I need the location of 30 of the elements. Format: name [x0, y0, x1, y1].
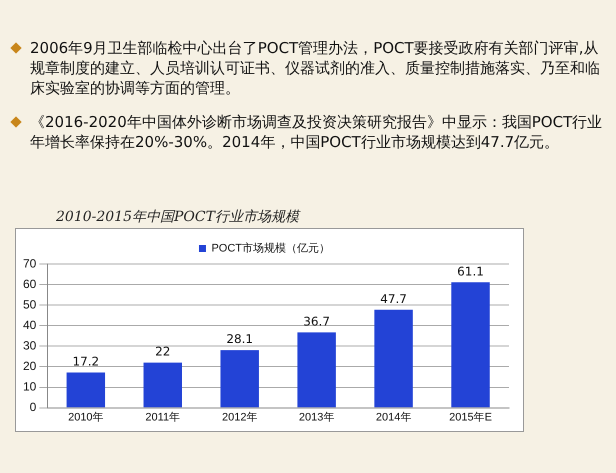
chart-title: 2010-2015年中国POCT行业市场规模 [56, 208, 299, 226]
data-label: 28.1 [226, 332, 254, 346]
legend-label: POCT市场规模（亿元） [211, 242, 330, 255]
y-tick-label: 0 [30, 400, 37, 414]
x-tick-label: 2015年E [449, 411, 492, 424]
data-label: 36.7 [303, 314, 330, 329]
y-tick-label: 20 [22, 359, 37, 374]
bar [451, 282, 490, 408]
bar [220, 350, 259, 408]
data-label: 47.7 [380, 292, 407, 306]
y-tick-label: 70 [22, 256, 37, 270]
bar [66, 372, 106, 408]
data-label: 61.1 [457, 264, 484, 278]
text: 2006年9月卫生部临检中心出台了POCT管理办法，POCT要接受政府有关部门评审,从规章制度的建立、人员培训认可证书、仪器试剂的准入、质量控制措施落实、乃至和临床实验室的协调等方面的管理。 [29, 38, 601, 98]
x-tick-label: 2013年 [298, 411, 334, 424]
bar [297, 332, 336, 408]
y-tick-label: 60 [22, 276, 37, 291]
text: 《2016-2020年中国体外诊断市场调查及投资决策研究报告》中显示：我国POCT行业年增长率保持在20%-30%。2014年，中国POCT行业市场规模达到47.7亿元。 [29, 112, 604, 152]
x-tick-label: 2010年 [68, 411, 104, 424]
y-tick-label: 10 [22, 380, 37, 394]
y-tick-label: 40 [22, 318, 37, 332]
y-tick-label: 30 [22, 338, 37, 352]
y-tick-label: 50 [22, 297, 37, 312]
data-label: 17.2 [72, 354, 100, 369]
x-tick-label: 2012年 [222, 411, 258, 424]
x-tick-label: 2014年 [376, 411, 412, 424]
x-tick-label: 2011年 [145, 411, 180, 424]
data-label: 22 [155, 344, 170, 359]
bar [374, 310, 413, 408]
bar [144, 362, 182, 408]
